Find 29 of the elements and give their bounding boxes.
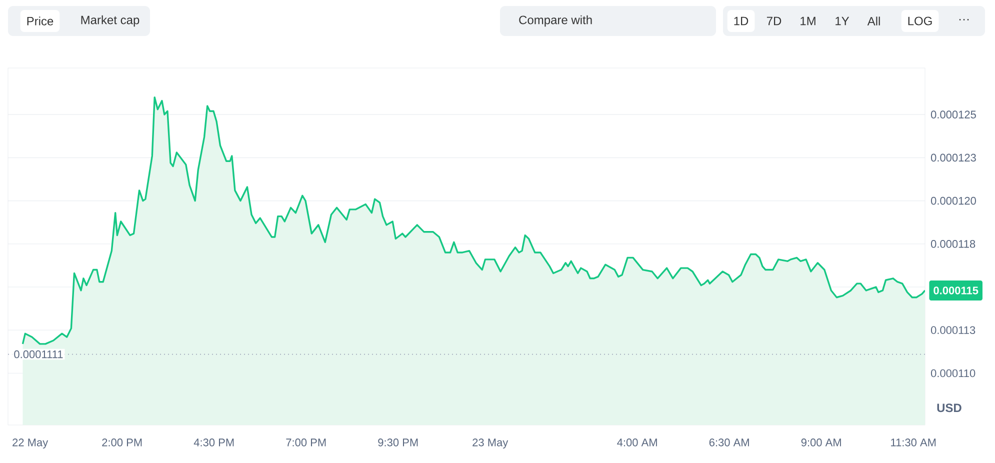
x-tick-label: 4:30 PM: [194, 438, 234, 446]
y-tick-label: 0.000120: [930, 196, 976, 205]
x-tick-label: 6:30 AM: [709, 438, 749, 446]
x-tick-label: 23 May: [472, 438, 508, 448]
y-tick-label: 0.000118: [930, 240, 976, 248]
y-tick-label: 0.000110: [930, 369, 976, 378]
text: 1Y: [836, 16, 850, 26]
y-tick-label: 0.000113: [930, 326, 976, 334]
x-tick-label: 11:30 AM: [891, 438, 936, 446]
ref-line-label: 0.0001111: [14, 350, 63, 358]
x-tick-label: 9:00 AM: [801, 438, 841, 446]
text: All: [867, 16, 880, 26]
text: Price: [27, 16, 54, 26]
x-tick-label: 9:30 PM: [378, 438, 418, 446]
text: LOG: [908, 16, 932, 26]
x-tick-label: 4:00 AM: [617, 438, 657, 446]
text: 7D: [766, 16, 782, 26]
annotation: 0.000115: [934, 286, 978, 294]
x-tick-label: 7:00 PM: [286, 438, 326, 446]
text: 1M: [800, 16, 816, 26]
y-axis-title: USD: [937, 404, 962, 412]
text: Compare with: [519, 15, 592, 27]
text: Market cap: [81, 15, 140, 27]
y-tick-label: 0.000125: [930, 110, 976, 118]
x-tick-label: 22 May: [12, 438, 48, 448]
y-tick-label: 0.000123: [930, 154, 976, 162]
text: 1D: [734, 16, 748, 26]
x-tick-label: 2:00 PM: [102, 438, 142, 446]
text: ···: [959, 19, 969, 20]
